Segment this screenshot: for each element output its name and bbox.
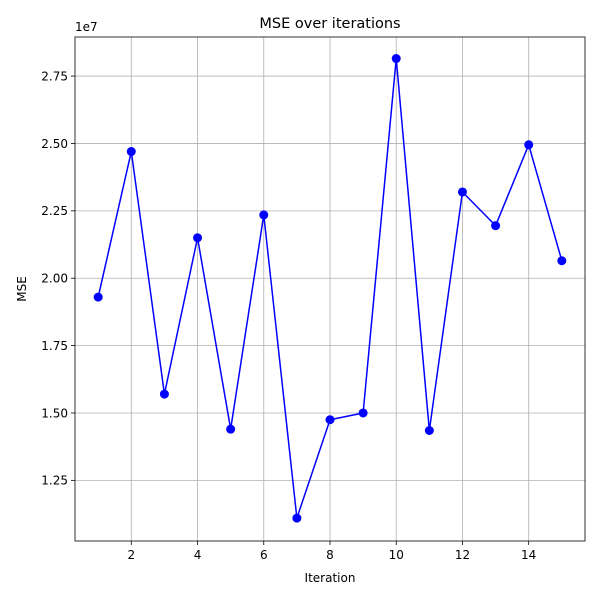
data-point xyxy=(524,140,534,150)
data-point xyxy=(259,210,269,220)
x-tick-label: 12 xyxy=(455,548,470,562)
data-point xyxy=(193,233,203,243)
data-point xyxy=(391,54,401,64)
y-tick-label: 2.00 xyxy=(41,272,68,286)
data-point xyxy=(557,256,567,266)
x-tick-label: 10 xyxy=(389,548,404,562)
data-point xyxy=(491,221,501,231)
axis-ticks: 2 4 6 8 10 12 14 1.25 1.50 1.75 2.00 2.25 2.50 2.75 xyxy=(41,69,536,562)
x-tick-label: 14 xyxy=(521,548,536,562)
chart-title: MSE over iterations xyxy=(259,16,400,32)
x-axis-label: Iteration xyxy=(305,571,356,585)
data-point xyxy=(424,425,434,435)
x-tick-label: 8 xyxy=(326,548,334,562)
data-point xyxy=(159,389,169,399)
series-layer xyxy=(93,54,567,523)
x-tick-label: 2 xyxy=(127,548,135,562)
data-point xyxy=(226,424,236,434)
data-point xyxy=(292,513,302,523)
y-tick-label: 2.75 xyxy=(41,69,68,83)
y-tick-label: 1.50 xyxy=(41,406,68,420)
data-point xyxy=(358,408,368,418)
y-tick-label: 1.75 xyxy=(41,339,68,353)
data-point xyxy=(93,292,103,302)
x-tick-label: 4 xyxy=(194,548,202,562)
y-axis-label: MSE xyxy=(15,276,29,302)
y-tick-label: 1.25 xyxy=(41,474,68,488)
data-point xyxy=(457,187,467,197)
y-tick-label: 2.50 xyxy=(41,137,68,151)
data-point xyxy=(325,415,335,425)
grid xyxy=(75,37,585,541)
x-tick-label: 6 xyxy=(260,548,268,562)
data-point xyxy=(126,147,136,157)
y-tick-label: 2.25 xyxy=(41,204,68,218)
y-axis-offset-text: 1e7 xyxy=(75,20,98,34)
